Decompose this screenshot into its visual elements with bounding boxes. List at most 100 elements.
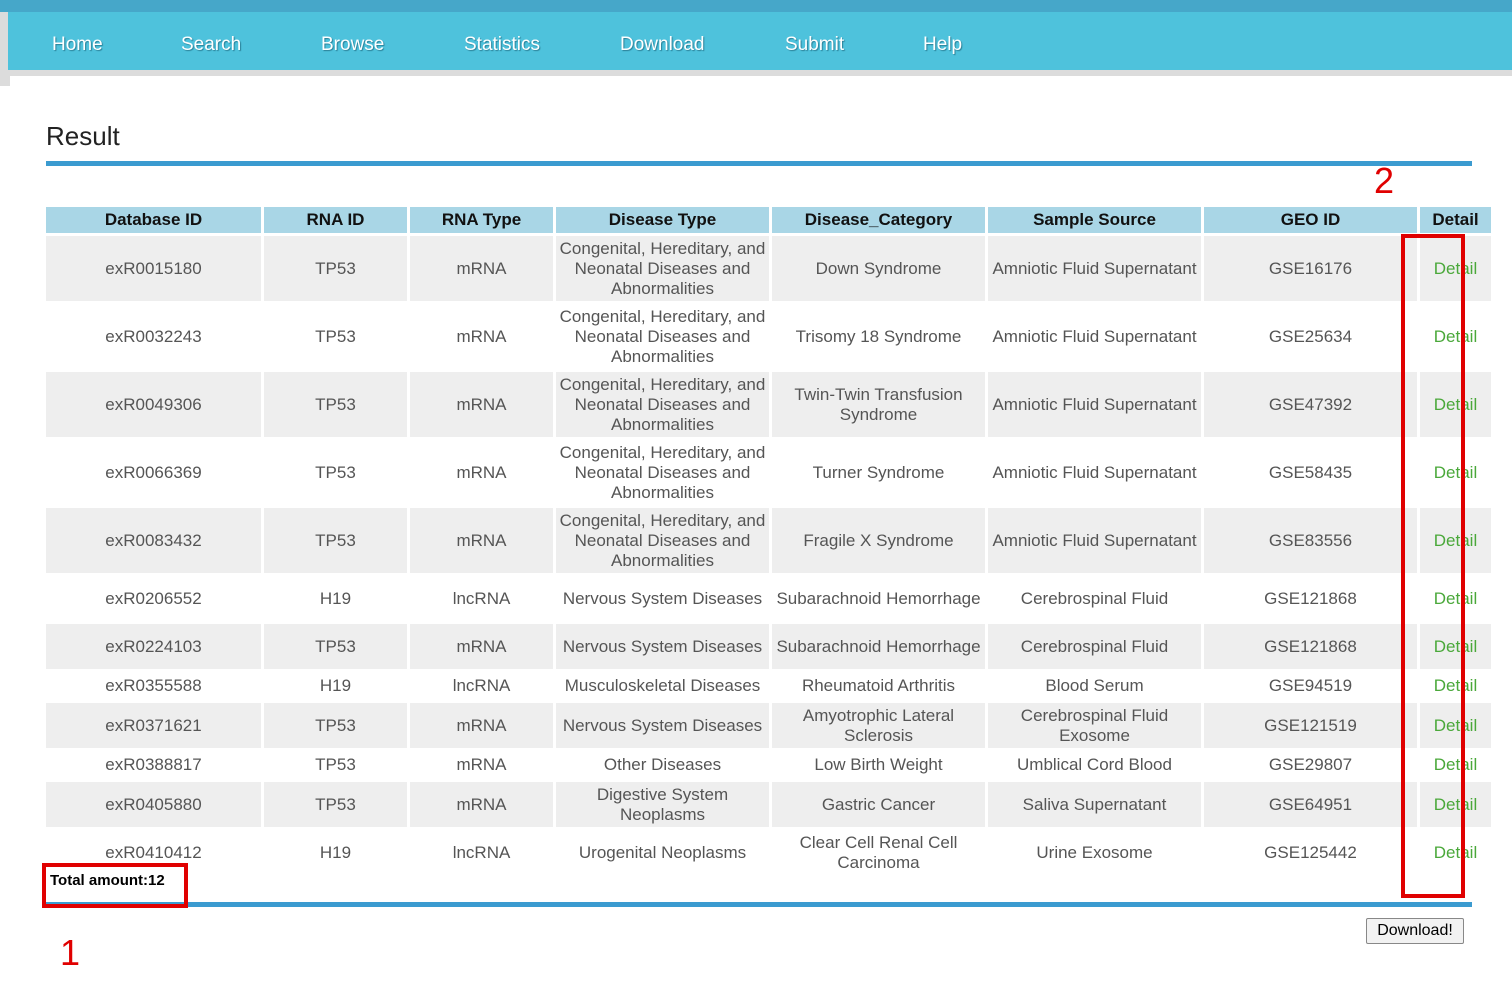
table-row: exR0206552 H19 lncRNA Nervous System Diseas… bbox=[46, 576, 1491, 621]
detail-link[interactable]: Detail bbox=[1420, 236, 1491, 301]
detail-link[interactable]: Detail bbox=[1420, 440, 1491, 505]
table-cell: TP53 bbox=[264, 440, 407, 505]
table-cell: exR0371621 bbox=[46, 703, 261, 748]
table-cell: GSE47392 bbox=[1204, 372, 1417, 437]
detail-link[interactable]: Detail bbox=[1420, 830, 1491, 875]
table-cell: Nervous System Diseases bbox=[556, 624, 769, 669]
total-amount: Total amount:12 bbox=[50, 872, 165, 889]
table-cell: Umblical Cord Blood bbox=[988, 751, 1201, 779]
table-cell: GSE25634 bbox=[1204, 304, 1417, 369]
top-strip bbox=[0, 0, 1512, 12]
detail-link[interactable]: Detail bbox=[1420, 304, 1491, 369]
nav-search[interactable]: Search bbox=[181, 34, 242, 55]
table-cell: TP53 bbox=[264, 751, 407, 779]
download-button[interactable]: Download! bbox=[1366, 918, 1464, 944]
table-cell: Musculoskeletal Diseases bbox=[556, 672, 769, 700]
table-cell: GSE58435 bbox=[1204, 440, 1417, 505]
table-cell: Nervous System Diseases bbox=[556, 576, 769, 621]
table-cell: Amniotic Fluid Supernatant bbox=[988, 236, 1201, 301]
table-cell: GSE83556 bbox=[1204, 508, 1417, 573]
table-row: exR0083432 TP53 mRNA Congenital, Hereditary… bbox=[46, 508, 1491, 573]
table-cell: GSE29807 bbox=[1204, 751, 1417, 779]
column-header: RNA ID bbox=[264, 207, 407, 233]
detail-link[interactable]: Detail bbox=[1420, 672, 1491, 700]
table-cell: Blood Serum bbox=[988, 672, 1201, 700]
column-header: RNA Type bbox=[410, 207, 553, 233]
table-cell: Congenital, Hereditary, and Neonatal Dis… bbox=[556, 508, 769, 573]
table-cell: H19 bbox=[264, 672, 407, 700]
detail-link[interactable]: Detail bbox=[1420, 624, 1491, 669]
table-cell: Cerebrospinal Fluid bbox=[988, 576, 1201, 621]
column-header: Detail bbox=[1420, 207, 1491, 233]
column-header: Disease Type bbox=[556, 207, 769, 233]
page-title: Result bbox=[46, 121, 120, 151]
main-nav: Home Search Browse Statistics Download Submit… bbox=[8, 12, 1512, 70]
detail-link[interactable]: Detail bbox=[1420, 782, 1491, 827]
detail-link[interactable]: Detail bbox=[1420, 751, 1491, 779]
annotation-number-2: 2 bbox=[1374, 160, 1395, 201]
table-cell: TP53 bbox=[264, 782, 407, 827]
nav-submit[interactable]: Submit bbox=[785, 34, 845, 55]
table-cell: mRNA bbox=[410, 372, 553, 437]
table-cell: Digestive System Neoplasms bbox=[556, 782, 769, 827]
table-cell: exR0083432 bbox=[46, 508, 261, 573]
title-rule bbox=[46, 161, 1472, 166]
nav-browse[interactable]: Browse bbox=[321, 34, 385, 55]
table-row: exR0224103 TP53 mRNA Nervous System Disease… bbox=[46, 624, 1491, 669]
table-cell: Amyotrophic Lateral Sclerosis bbox=[772, 703, 985, 748]
table-cell: Urogenital Neoplasms bbox=[556, 830, 769, 875]
table-cell: GSE121868 bbox=[1204, 624, 1417, 669]
detail-link[interactable]: Detail bbox=[1420, 508, 1491, 573]
table-cell: Other Diseases bbox=[556, 751, 769, 779]
table-row: exR0066369 TP53 mRNA Congenital, Hereditary… bbox=[46, 440, 1491, 505]
table-cell: H19 bbox=[264, 576, 407, 621]
table-cell: H19 bbox=[264, 830, 407, 875]
table-cell: Fragile X Syndrome bbox=[772, 508, 985, 573]
table-row: exR0410412 H19 lncRNA Urogenital Neoplasms C… bbox=[46, 830, 1491, 875]
table-cell: GSE64951 bbox=[1204, 782, 1417, 827]
result-table: Database ID RNA ID RNA Type Disease Type Dis… bbox=[43, 204, 1494, 878]
table-cell: exR0032243 bbox=[46, 304, 261, 369]
table-body: exR0015180 TP53 mRNA Congenital, Hereditary… bbox=[46, 236, 1491, 875]
table-cell: GSE16176 bbox=[1204, 236, 1417, 301]
table-cell: lncRNA bbox=[410, 672, 553, 700]
column-header: Database ID bbox=[46, 207, 261, 233]
table-cell: GSE121868 bbox=[1204, 576, 1417, 621]
table-cell: Gastric Cancer bbox=[772, 782, 985, 827]
table-row: exR0355588 H19 lncRNA Musculoskeletal Disea… bbox=[46, 672, 1491, 700]
nav-statistics[interactable]: Statistics bbox=[464, 34, 541, 55]
table-cell: Rheumatoid Arthritis bbox=[772, 672, 985, 700]
detail-link[interactable]: Detail bbox=[1420, 703, 1491, 748]
nav-download[interactable]: Download bbox=[620, 34, 705, 55]
table-cell: Subarachnoid Hemorrhage bbox=[772, 576, 985, 621]
annotation-number-1: 1 bbox=[60, 932, 81, 973]
nav-help[interactable]: Help bbox=[923, 34, 963, 55]
table-cell: TP53 bbox=[264, 304, 407, 369]
table-cell: Turner Syndrome bbox=[772, 440, 985, 505]
table-cell: Congenital, Hereditary, and Neonatal Dis… bbox=[556, 304, 769, 369]
table-cell: mRNA bbox=[410, 304, 553, 369]
table-cell: Amniotic Fluid Supernatant bbox=[988, 304, 1201, 369]
table-cell: TP53 bbox=[264, 508, 407, 573]
table-cell: exR0206552 bbox=[46, 576, 261, 621]
detail-link[interactable]: Detail bbox=[1420, 576, 1491, 621]
column-header: GEO ID bbox=[1204, 207, 1417, 233]
table-cell: Congenital, Hereditary, and Neonatal Dis… bbox=[556, 372, 769, 437]
table-cell: exR0066369 bbox=[46, 440, 261, 505]
detail-link[interactable]: Detail bbox=[1420, 372, 1491, 437]
column-header: Disease_Category bbox=[772, 207, 985, 233]
table-cell: GSE125442 bbox=[1204, 830, 1417, 875]
table-row: exR0388817 TP53 mRNA Other Diseases Low Birt… bbox=[46, 751, 1491, 779]
table-cell: exR0388817 bbox=[46, 751, 261, 779]
annotation-box-total bbox=[42, 863, 188, 908]
bottom-rule bbox=[46, 902, 1472, 907]
table-cell: TP53 bbox=[264, 372, 407, 437]
table-cell: Congenital, Hereditary, and Neonatal Dis… bbox=[556, 440, 769, 505]
nav-home[interactable]: Home bbox=[52, 34, 103, 55]
table-cell: Trisomy 18 Syndrome bbox=[772, 304, 985, 369]
table-cell: mRNA bbox=[410, 624, 553, 669]
table-cell: exR0355588 bbox=[46, 672, 261, 700]
table-row: exR0049306 TP53 mRNA Congenital, Hereditary… bbox=[46, 372, 1491, 437]
table-cell: Twin-Twin Transfusion Syndrome bbox=[772, 372, 985, 437]
table-cell: Amniotic Fluid Supernatant bbox=[988, 440, 1201, 505]
